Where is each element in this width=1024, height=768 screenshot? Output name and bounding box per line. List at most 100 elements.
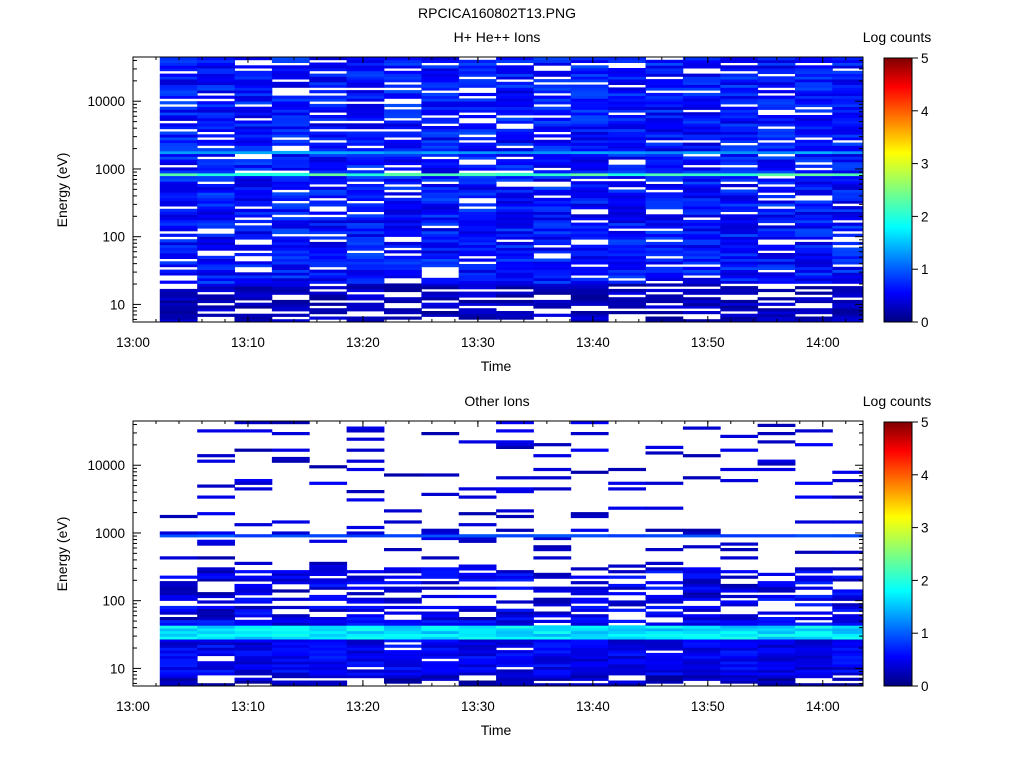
spectrogram-cell — [757, 228, 796, 232]
spectrogram-cell — [795, 164, 833, 168]
spectrogram-cell — [645, 672, 684, 676]
spectrogram-cell — [271, 186, 310, 190]
spectrogram-cell — [645, 81, 684, 85]
spectrogram-cell — [720, 87, 759, 91]
spectrogram-cell — [757, 148, 796, 152]
spectrogram-cell — [421, 81, 460, 85]
spectrogram-cell — [384, 633, 422, 637]
spectrogram-cell — [757, 203, 796, 207]
spectrogram-cell — [570, 575, 609, 579]
spectrogram-cell — [682, 583, 721, 588]
colorbar-tick-label: 2 — [921, 573, 929, 588]
spectrogram-cell — [496, 261, 534, 265]
spectrogram-cell — [159, 134, 198, 138]
spectrogram-cell — [533, 90, 572, 94]
spectrogram-cell — [384, 630, 422, 634]
spectrogram-cell — [720, 112, 759, 116]
spectrogram-cell — [309, 115, 348, 119]
spectrogram-cell — [421, 219, 460, 224]
spectrogram-cell — [832, 142, 863, 146]
spectrogram-cell — [645, 586, 684, 590]
colorbar — [884, 58, 912, 322]
spectrogram-cell — [496, 514, 534, 519]
spectrogram-cell — [757, 630, 796, 634]
spectrogram-cell — [720, 84, 759, 88]
spectrogram-cell — [832, 106, 863, 110]
spectrogram-cell — [832, 288, 863, 293]
spectrogram-cell — [458, 258, 497, 262]
spectrogram-cell — [384, 272, 422, 276]
spectrogram-cell — [421, 572, 460, 576]
spectrogram-cell — [159, 65, 198, 69]
spectrogram-cell — [309, 578, 348, 582]
spectrogram-cell — [720, 617, 759, 621]
spectrogram-cell — [795, 150, 833, 155]
spectrogram-cell — [384, 62, 422, 66]
spectrogram-cell — [384, 669, 422, 673]
spectrogram-cell — [496, 200, 534, 204]
spectrogram-cell — [682, 269, 721, 273]
spectrogram-cell — [795, 206, 833, 210]
spectrogram-cell — [309, 617, 348, 621]
spectrogram-cell — [159, 677, 198, 681]
spectrogram-cell — [682, 79, 721, 83]
spectrogram-cell — [421, 528, 460, 532]
spectrogram-cell — [159, 208, 198, 212]
spectrogram-cell — [271, 633, 310, 637]
spectrogram-cell — [608, 214, 646, 218]
spectrogram-cell — [645, 241, 684, 246]
spectrogram-cell — [496, 683, 534, 686]
colorbar-tick-label: 3 — [921, 157, 929, 172]
spectrogram-cell — [458, 98, 497, 102]
spectrogram-cell — [570, 247, 609, 251]
spectrogram-cell — [458, 186, 497, 190]
spectrogram-cell — [645, 680, 684, 684]
spectrogram-cell — [384, 233, 422, 237]
spectrogram-cell — [608, 197, 646, 201]
spectrogram-cell — [271, 57, 310, 61]
colorbar-tick-label: 5 — [921, 51, 929, 66]
spectrogram-cell — [346, 525, 385, 530]
spectrogram-cell — [346, 73, 385, 77]
spectrogram-cell — [570, 311, 609, 315]
spectrogram-cell — [346, 81, 385, 85]
spectrogram-cell — [645, 62, 684, 66]
spectrogram-cell — [832, 84, 863, 88]
spectrogram-cell — [757, 233, 796, 237]
spectrogram-cell — [682, 148, 721, 152]
spectrogram-cell — [795, 211, 833, 215]
spectrogram-cell — [533, 126, 572, 130]
spectrogram-cell — [421, 536, 460, 541]
spectrogram-cell — [309, 567, 348, 571]
spectrogram-cell — [197, 572, 235, 576]
spectrogram-cell — [720, 661, 759, 665]
spectrogram-cell — [795, 299, 833, 304]
colorbar-tick-label: 4 — [921, 104, 929, 119]
spectrogram-cell — [197, 128, 235, 132]
x-tick-label: 14:00 — [806, 699, 840, 714]
spectrogram-cell — [570, 514, 609, 519]
spectrogram-cell — [197, 239, 235, 243]
colorbar-tick-label: 5 — [921, 415, 929, 430]
spectrogram-cell — [608, 241, 646, 246]
spectrogram-cell — [570, 128, 609, 132]
spectrogram-cell — [608, 148, 646, 152]
spectrogram-cell — [197, 178, 235, 182]
spectrogram-cell — [271, 575, 310, 579]
spectrogram-cell — [346, 531, 385, 535]
spectrogram-cell — [832, 153, 863, 157]
spectrogram-cell — [197, 308, 235, 312]
spectrogram-cell — [533, 236, 572, 240]
spectrogram-cell — [570, 297, 609, 301]
spectrogram-cell — [682, 225, 721, 229]
spectrogram-cell — [795, 65, 833, 69]
spectrogram-cell — [421, 594, 460, 599]
spectrogram-cell — [421, 214, 460, 218]
spectrogram-cell — [608, 239, 646, 243]
spectrogram-cell — [384, 581, 422, 585]
spectrogram-cell — [159, 272, 198, 276]
spectrogram-cell — [271, 680, 310, 684]
spectrogram-cell — [608, 275, 646, 279]
spectrogram-cell — [271, 421, 310, 425]
spectrogram-cell — [570, 126, 609, 130]
